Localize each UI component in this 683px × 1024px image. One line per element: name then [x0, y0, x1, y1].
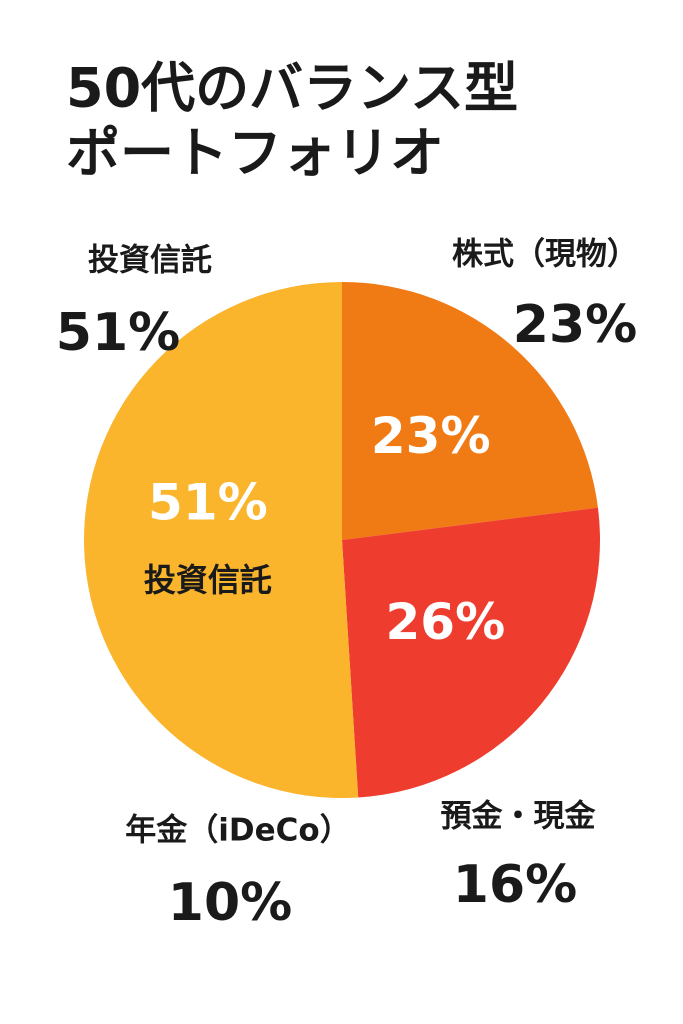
- slice-category-label: 投資信託: [144, 561, 272, 599]
- chart-title-line: ポートフォリオ: [66, 122, 444, 185]
- pie-slice: [342, 507, 600, 798]
- annotation-value: 10%: [168, 873, 292, 933]
- annotation-label: 投資信託: [88, 243, 212, 279]
- annotation-label: 株式（現物）: [452, 237, 638, 273]
- annotation-value: 23%: [513, 295, 637, 355]
- annotation-label: 預金・現金: [441, 799, 597, 835]
- slice-value-label: 23%: [371, 407, 491, 465]
- chart-title-line: 50代のバランス型: [66, 57, 518, 120]
- annotation-label: 年金（iDeCo）: [125, 813, 350, 849]
- pie-slice: [342, 282, 598, 540]
- pie-slice: [83, 282, 359, 799]
- slice-value-label: 26%: [386, 593, 506, 651]
- slice-value-label: 51%: [148, 474, 268, 532]
- annotation-value: 16%: [453, 855, 577, 915]
- annotation-value: 51%: [56, 303, 180, 363]
